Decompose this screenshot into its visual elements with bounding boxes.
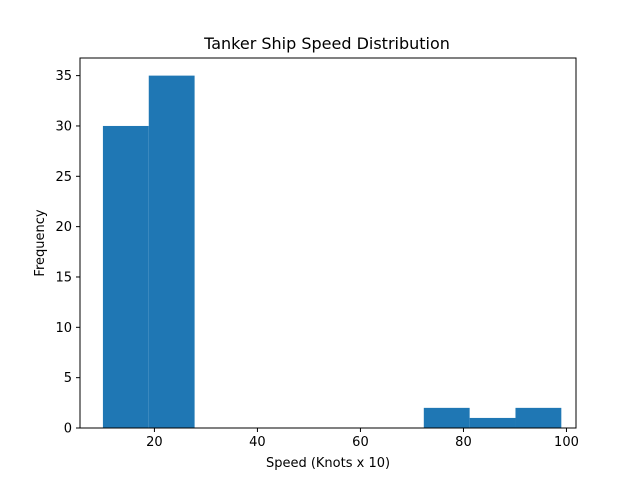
bars-group bbox=[102, 75, 562, 429]
y-tick-label: 10 bbox=[55, 321, 72, 336]
histogram-bar-9 bbox=[469, 417, 516, 428]
y-tick-label: 35 bbox=[55, 69, 72, 84]
histogram-bar-10 bbox=[515, 407, 562, 428]
y-tick-label: 25 bbox=[55, 170, 72, 185]
x-axis-label: Speed (Knots x 10) bbox=[266, 456, 390, 471]
plot-frame bbox=[79, 57, 577, 429]
x-tick-label: 60 bbox=[352, 435, 369, 450]
histogram-bar-1 bbox=[102, 125, 149, 429]
histogram-bar-8 bbox=[423, 407, 470, 428]
y-tick-label: 30 bbox=[55, 119, 72, 134]
x-tick-label: 100 bbox=[554, 435, 579, 450]
y-tick-label: 5 bbox=[64, 371, 72, 386]
y-axis-label: Frequency bbox=[33, 209, 48, 276]
y-axis-ticks: 0 5 10 15 20 25 30 35 bbox=[55, 69, 80, 437]
y-tick-label: 15 bbox=[55, 270, 72, 285]
x-axis-ticks: 20 40 60 80 100 bbox=[146, 428, 579, 450]
x-tick-label: 80 bbox=[455, 435, 472, 450]
x-tick-label: 20 bbox=[146, 435, 163, 450]
x-tick-label: 40 bbox=[249, 435, 266, 450]
y-tick-label: 0 bbox=[64, 422, 72, 437]
chart-title: Tanker Ship Speed Distribution bbox=[203, 34, 450, 53]
histogram-bar-2 bbox=[148, 75, 195, 428]
y-tick-label: 20 bbox=[55, 220, 72, 235]
